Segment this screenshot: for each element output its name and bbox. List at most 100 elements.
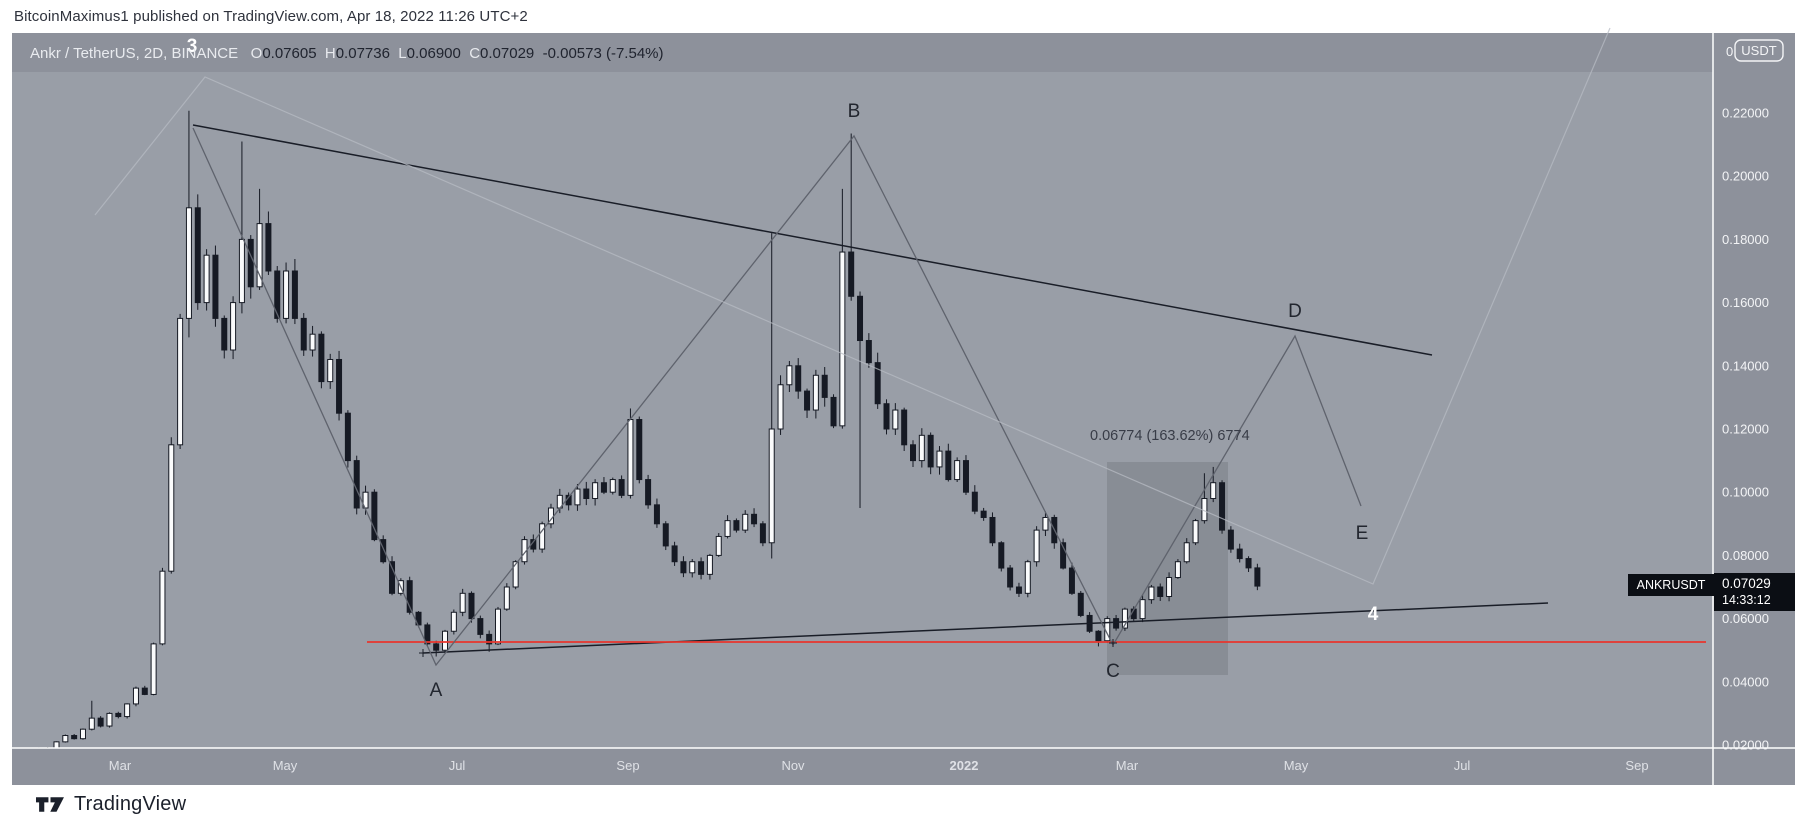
wave-label-D[interactable]: D — [1288, 301, 1302, 322]
plot-area — [12, 72, 1713, 748]
candle — [857, 291, 864, 508]
light-wave-zigzag[interactable] — [94, 27, 1611, 585]
candle — [291, 258, 298, 325]
candle — [768, 233, 775, 559]
candle — [300, 313, 307, 356]
candle — [62, 734, 69, 743]
candle — [468, 591, 475, 623]
wave-label-A[interactable]: A — [430, 680, 443, 701]
candle — [795, 358, 802, 399]
candle — [177, 313, 184, 449]
candle — [168, 437, 175, 574]
candle — [574, 483, 581, 511]
candle — [247, 235, 254, 299]
candle — [132, 686, 139, 707]
candle — [1095, 630, 1102, 647]
candle — [954, 457, 961, 482]
candle — [662, 521, 669, 551]
price-axis-prefix: 0 — [1726, 44, 1733, 59]
candle — [97, 716, 104, 728]
symbol-tag-label: ANKRUSDT — [1637, 578, 1706, 592]
currency-toggle-label[interactable]: USDT — [1741, 43, 1776, 58]
candle — [1245, 556, 1252, 572]
tradingview-footer[interactable]: TradingView — [36, 793, 186, 816]
candle — [1210, 466, 1217, 503]
candle — [477, 615, 484, 639]
price-tick: 0.02000 — [1722, 738, 1769, 753]
projection-box[interactable] — [1107, 462, 1228, 675]
candle — [1219, 480, 1226, 534]
candle — [194, 194, 201, 310]
price-axis[interactable]: 0.22000 0.20000 0.18000 0.16000 0.14000 0.120… — [1722, 106, 1769, 753]
wave-label-4[interactable]: 4 — [1368, 604, 1379, 625]
currency-toggle-button[interactable] — [1734, 39, 1784, 62]
wave-label-3[interactable]: 3 — [187, 36, 198, 57]
drawing-anchor-markers — [419, 639, 1117, 657]
wave-labels[interactable]: 3 A B C D E 4 — [187, 36, 1379, 701]
candle — [636, 416, 643, 484]
symbol-legend[interactable]: Ankr / TetherUS, 2D, BINANCE O0.07605 H0… — [30, 45, 664, 62]
time-tick: Jul — [449, 758, 466, 773]
candle — [592, 479, 599, 506]
price-tag-countdown: 14:33:12 — [1722, 593, 1771, 607]
candle — [53, 741, 60, 748]
candle — [1033, 526, 1040, 567]
candle — [998, 541, 1005, 572]
candle — [945, 443, 952, 482]
candle — [689, 559, 696, 578]
wave-label-B[interactable]: B — [848, 101, 861, 122]
price-tick: 0.22000 — [1722, 106, 1769, 121]
candle — [389, 556, 396, 596]
wave-label-E[interactable]: E — [1356, 523, 1369, 544]
candle — [115, 711, 122, 719]
candle — [406, 576, 413, 615]
candle — [848, 133, 855, 301]
candle — [486, 630, 493, 652]
time-axis[interactable]: Mar May Jul Sep Nov 2022 Mar May Jul Sep — [109, 758, 1649, 773]
tradingview-logo-icon — [36, 797, 64, 812]
candle — [124, 703, 131, 719]
time-tick: Jul — [1454, 758, 1471, 773]
candle — [874, 352, 881, 409]
candle — [980, 507, 987, 521]
time-tick: May — [1284, 758, 1309, 773]
candle — [715, 533, 722, 557]
candle — [751, 508, 758, 528]
candle — [918, 428, 925, 468]
candle — [839, 188, 846, 429]
candle — [698, 557, 705, 580]
candle — [1174, 559, 1181, 579]
candle — [671, 541, 678, 566]
candle — [724, 515, 731, 539]
candle — [1254, 563, 1261, 591]
candle — [680, 556, 687, 578]
candle — [1060, 538, 1067, 570]
tradingview-logo-text: TradingView — [74, 793, 187, 815]
candle — [609, 477, 616, 495]
candle — [88, 700, 95, 731]
projection-annotation: 0.06774 (163.62%) 6774 — [1090, 428, 1250, 444]
price-tick: 0.10000 — [1722, 485, 1769, 500]
time-tick: Mar — [109, 758, 132, 773]
price-tag-background — [1714, 573, 1795, 611]
ascending-trendline[interactable] — [422, 602, 1549, 654]
candle — [901, 407, 908, 452]
candle — [256, 188, 263, 290]
abcde-wave-zigzag[interactable] — [192, 127, 1362, 667]
candle — [494, 606, 501, 646]
candle — [1192, 518, 1199, 546]
descending-trendline[interactable] — [192, 124, 1433, 356]
price-tick: 0.18000 — [1722, 232, 1769, 247]
candle — [1166, 572, 1173, 602]
price-tick: 0.06000 — [1722, 611, 1769, 626]
candle — [433, 640, 440, 657]
candle — [804, 388, 811, 418]
wave-label-C[interactable]: C — [1106, 661, 1120, 682]
candle — [1183, 538, 1190, 564]
candle — [309, 325, 316, 357]
candle — [283, 262, 290, 324]
candle — [371, 489, 378, 542]
candle — [159, 567, 166, 646]
price-tick: 0.20000 — [1722, 169, 1769, 184]
